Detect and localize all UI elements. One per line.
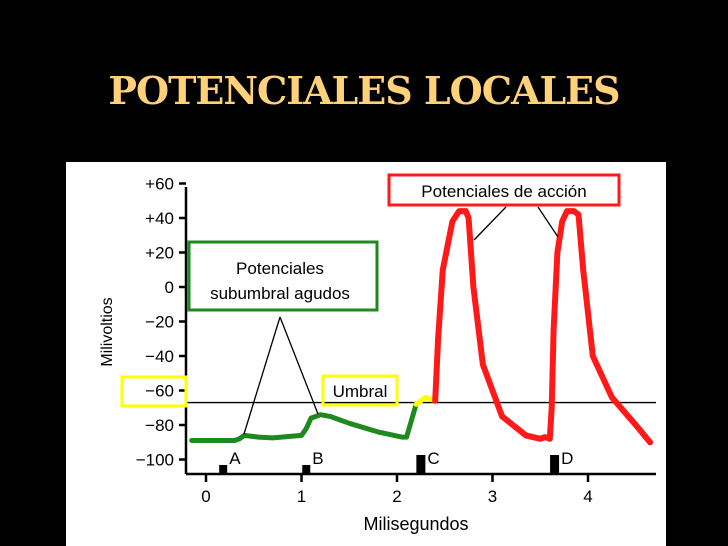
action-pointer-a — [473, 206, 507, 241]
threshold-annotation-box — [321, 374, 399, 407]
stimulus-label-d: D — [561, 449, 573, 468]
x-tick-label: 0 — [201, 487, 210, 506]
subthreshold-annotation-line-1: Potenciales — [236, 259, 324, 278]
action-annotation-label: Potenciales de acción — [421, 182, 586, 201]
stimulus-label-c: C — [427, 449, 439, 468]
x-tick-label: 1 — [297, 487, 306, 506]
subthreshold-pointer-b — [279, 316, 319, 415]
y-tick-label: +40 — [145, 209, 174, 228]
y-tick-label: −20 — [145, 313, 174, 332]
y-tick-label: +60 — [145, 175, 174, 194]
series-threshold-line — [413, 394, 438, 407]
subthreshold-annotation-box — [187, 240, 379, 312]
y-tick-label: −80 — [145, 416, 174, 435]
stimulus-marker-d — [550, 455, 560, 473]
y-tick-label: +20 — [145, 244, 174, 263]
stimulus-marker-b — [302, 465, 311, 473]
y-tick-label: −60 — [145, 382, 174, 401]
series-action-line — [432, 208, 654, 446]
stimulus-label-a: A — [229, 449, 241, 468]
x-tick-label: 3 — [488, 487, 497, 506]
series-subthreshold-line — [189, 401, 419, 443]
stimulus-marker-a — [219, 465, 228, 473]
action-annotation-box — [387, 173, 621, 207]
chart-area: +60 +40 +20 0 −20 −40 −60 −80 −100 0 1 2 3 4 Milivol… — [66, 162, 666, 546]
threshold-annotation: Umbral — [120, 374, 399, 408]
x-tick-group: 0 1 2 3 4 — [201, 474, 593, 506]
series-group — [189, 208, 654, 446]
action-pointer-b — [537, 206, 559, 238]
y-tick-group: +60 +40 +20 0 −20 −40 −60 −80 −100 — [136, 175, 186, 470]
threshold-annotation-label: Umbral — [333, 382, 388, 401]
stimuli-group: A B C D — [219, 449, 573, 473]
subthreshold-annotation-line-2: subumbral agudos — [210, 284, 350, 303]
minus60-highlight-box — [120, 375, 188, 408]
y-axis-label: Milivoltios — [99, 297, 116, 366]
slide-title: POTENCIALES LOCALES — [108, 68, 620, 113]
subthreshold-pointer-a — [243, 316, 281, 435]
x-tick-label: 2 — [392, 487, 401, 506]
x-axis-label: Milisegundos — [363, 514, 468, 534]
axes-group — [184, 187, 656, 476]
stimulus-marker-c — [416, 455, 426, 473]
x-tick-label: 4 — [583, 487, 592, 506]
y-tick-label: 0 — [165, 278, 174, 297]
chart-svg: +60 +40 +20 0 −20 −40 −60 −80 −100 0 1 2 3 4 Milivol… — [99, 173, 656, 534]
y-tick-label: −100 — [136, 451, 174, 470]
y-tick-label: −40 — [145, 347, 174, 366]
subthreshold-annotation: Potenciales subumbral agudos — [187, 240, 379, 435]
action-annotation: Potenciales de acción — [387, 173, 621, 241]
stimulus-label-b: B — [312, 449, 323, 468]
